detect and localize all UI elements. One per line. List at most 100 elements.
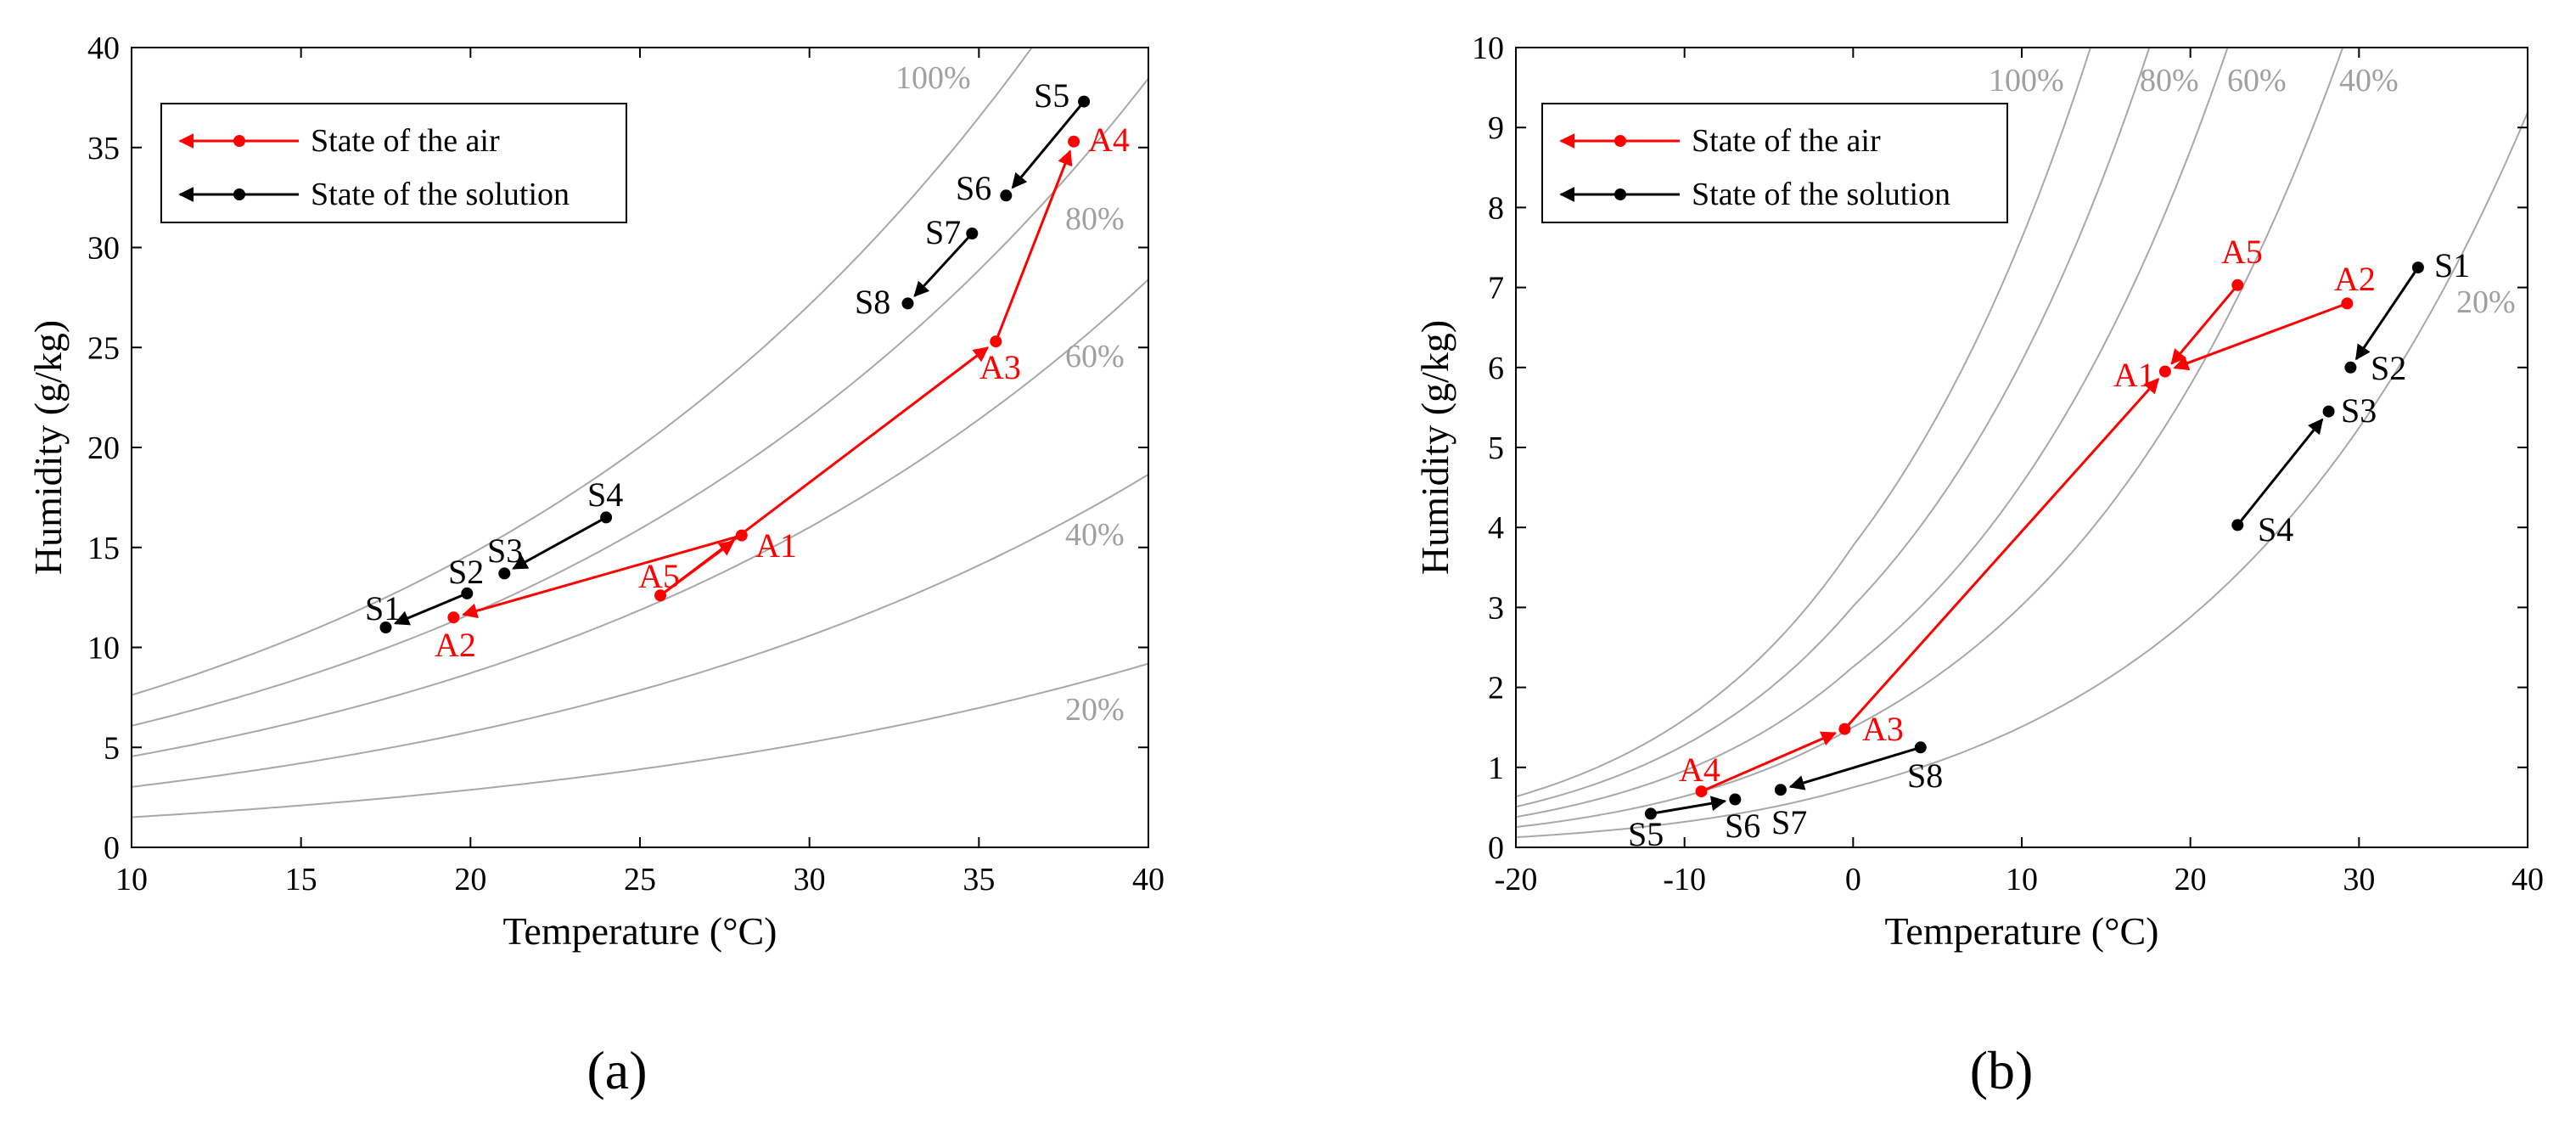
chart-a-segment-S4-S3 <box>512 516 607 570</box>
chart-a-segment-A3-A4 <box>994 149 1073 342</box>
chart-a-rh-curve-80 <box>132 77 1148 727</box>
chart-b-label-S6: S6 <box>1725 807 1760 845</box>
chart-a-point-S8 <box>901 297 914 310</box>
chart-a-rh-curve-40 <box>132 473 1148 788</box>
chart-a-point-A1 <box>735 529 748 542</box>
chart-a-label-A2: A2 <box>435 626 476 664</box>
chart-a-point-A4 <box>1068 135 1080 148</box>
chart-b-point-A5 <box>2231 278 2244 291</box>
chart-a-label-S2: S2 <box>448 553 484 591</box>
chart-a-rh-curve-100 <box>132 48 1033 696</box>
chart-a-label-A5: A5 <box>638 557 680 595</box>
chart-a-point-S3 <box>498 567 511 580</box>
chart-b-y-tick-label: 10 <box>1472 31 1504 66</box>
chart-a-x-tick-label: 20 <box>454 862 486 897</box>
chart-b: A1 A2 A3 A4 A5 S1 S2 S3 S4 S5 S6 S7 S8 1… <box>1413 31 2544 1100</box>
chart-b-rh-label-60: 60% <box>2227 63 2287 98</box>
chart-b-legend-solution-marker <box>1614 188 1626 200</box>
chart-a-label-A1: A1 <box>755 526 797 565</box>
chart-a-y-tick-label: 10 <box>87 631 120 667</box>
chart-a-rh-label-100: 100% <box>895 60 971 96</box>
chart-a-x-tick-label: 35 <box>962 862 995 897</box>
chart-b-point-S1 <box>2411 262 2424 274</box>
chart-b-label-A2: A2 <box>2334 260 2376 298</box>
chart-a-legend-air-marker <box>233 135 245 147</box>
chart-b-point-S3 <box>2322 405 2335 418</box>
chart-a-x-axis-label: Temperature (°C) <box>503 909 777 953</box>
chart-b-rh-curve-40 <box>1516 48 2344 829</box>
chart-b-rh-labels: 100% 80% 60% 40% 20% <box>1989 63 2516 320</box>
chart-a-point-S7 <box>966 228 979 239</box>
chart-b-label-S8: S8 <box>1907 757 1943 795</box>
chart-b-y-tick-label: 5 <box>1488 430 1504 466</box>
chart-a-legend-box <box>160 103 627 223</box>
chart-b-y-axis-label: Humidity (g/kg) <box>1413 320 1456 575</box>
chart-b-y-tick-label: 4 <box>1488 510 1504 546</box>
chart-a-legend-solution-label: State of the solution <box>311 177 570 212</box>
chart-b-label-S7: S7 <box>1771 803 1807 841</box>
chart-b-x-tick-label: 0 <box>1845 862 1861 897</box>
chart-b-rh-label-40: 40% <box>2339 63 2399 98</box>
chart-b-point-labels: A1 A2 A3 A4 A5 S1 S2 S3 S4 S5 S6 S7 S8 <box>1628 233 2470 853</box>
chart-b-label-A1: A1 <box>2113 356 2155 394</box>
chart-b-label-A5: A5 <box>2221 233 2263 271</box>
chart-b-y-tick-label: 7 <box>1488 271 1504 307</box>
chart-b-rh-curve-80 <box>1516 48 2151 808</box>
chart-a-segment-S7-S8 <box>913 232 974 297</box>
chart-a-rh-label-80: 80% <box>1065 201 1125 237</box>
chart-a-curves <box>132 48 1148 818</box>
chart-a-x-tick-label: 10 <box>115 862 148 897</box>
chart-b-points <box>1644 262 2424 820</box>
chart-b-label-S2: S2 <box>2371 349 2406 387</box>
chart-a-rh-label-40: 40% <box>1065 517 1125 553</box>
chart-a-point-A2 <box>447 611 460 624</box>
chart-a-label-S8: S8 <box>855 283 890 321</box>
chart-b-y-tick-label: 2 <box>1488 671 1504 706</box>
chart-a-point-S4 <box>600 511 613 524</box>
chart-a-y-tick-label: 25 <box>87 330 120 366</box>
chart-a-y-axis-label: Humidity (g/kg) <box>26 320 70 575</box>
chart-b-point-S8 <box>1914 741 1927 754</box>
chart-b-panel-label: (b) <box>1970 1040 2034 1100</box>
chart-a-y-ticks: 0 5 10 15 20 25 30 35 40 <box>87 31 1148 866</box>
chart-b-x-tick-label: 10 <box>2006 862 2038 897</box>
chart-a-y-tick-label: 15 <box>87 531 120 566</box>
chart-a-y-tick-label: 20 <box>87 430 120 466</box>
chart-a-label-S4: S4 <box>587 475 623 514</box>
chart-a-legend-solution-marker <box>233 188 245 200</box>
chart-b-legend-air-label: State of the air <box>1692 123 1881 159</box>
chart-a-x-tick-label: 30 <box>794 862 826 897</box>
chart-a-rh-curve-20 <box>132 662 1148 818</box>
chart-a-segment-S5-S6 <box>1011 100 1086 189</box>
chart-a-points <box>379 95 1091 633</box>
chart-b-y-tick-label: 1 <box>1488 751 1504 786</box>
chart-b-x-tick-label: 40 <box>2511 862 2544 897</box>
chart-b-y-tick-label: 3 <box>1488 590 1504 626</box>
chart-a-y-tick-label: 35 <box>87 131 120 166</box>
chart-b-point-A4 <box>1695 785 1708 798</box>
chart-b-segment-A3-A1 <box>1844 378 2160 730</box>
chart-b-segment-A5-A1 <box>2170 284 2239 365</box>
chart-b-label-S1: S1 <box>2434 246 2470 284</box>
chart-b-x-tick-label: 20 <box>2175 862 2207 897</box>
chart-a-legend: State of the air State of the solution <box>160 103 627 223</box>
chart-a-point-labels: A1 A2 A3 A4 A5 S1 S2 S3 S4 S5 S6 S7 S8 <box>365 76 1130 664</box>
chart-b-rh-curve-20 <box>1516 112 2528 839</box>
chart-a-point-S5 <box>1078 95 1091 108</box>
chart-a-rh-label-60: 60% <box>1065 339 1125 374</box>
chart-a-label-A3: A3 <box>979 348 1021 386</box>
chart-b-segment-A4-A3 <box>1700 731 1838 793</box>
chart-a-label-A4: A4 <box>1088 121 1130 159</box>
chart-a-point-S1 <box>379 622 392 633</box>
chart-a-segment-S2-S1 <box>393 592 468 626</box>
chart-a-segment-A1-A2 <box>462 534 743 619</box>
chart-b-legend: State of the air State of the solution <box>1541 103 2008 223</box>
chart-b-x-axis-label: Temperature (°C) <box>1885 909 2159 953</box>
chart-a-point-S6 <box>1000 189 1013 202</box>
chart-b-segment-A2-A1 <box>2173 301 2348 371</box>
chart-b-point-S6 <box>1729 793 1742 806</box>
chart-b-rh-label-100: 100% <box>1989 63 2064 98</box>
chart-b-y-tick-label: 9 <box>1488 110 1504 146</box>
chart-b-rh-label-80: 80% <box>2140 63 2199 98</box>
chart-a-x-ticks: 10 15 20 25 30 35 40 <box>115 48 1165 897</box>
